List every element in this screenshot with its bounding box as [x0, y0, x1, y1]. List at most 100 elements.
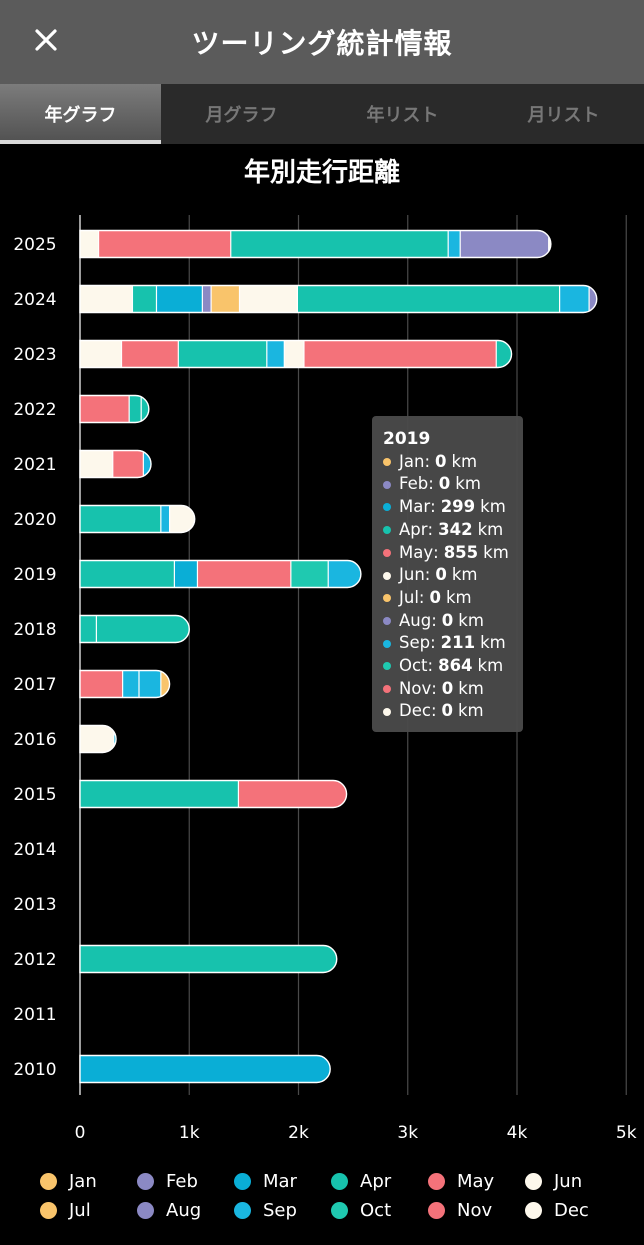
bar-segment-2019-may[interactable] — [197, 560, 292, 588]
bar-segment-2024-feb[interactable] — [589, 285, 597, 313]
bar-2018 — [80, 615, 190, 643]
bar-segment-2012-apr[interactable] — [80, 945, 337, 973]
bar-outline — [79, 284, 598, 314]
legend-dot-icon — [525, 1201, 542, 1219]
series-dot-icon — [383, 707, 391, 716]
bar-segment-2024-feb[interactable] — [202, 285, 212, 313]
tooltip-unit: km — [483, 542, 509, 562]
bar-segment-2023-jun[interactable] — [80, 340, 123, 368]
bar-segment-2021-may[interactable] — [112, 450, 144, 478]
legend-item-feb[interactable]: Feb — [137, 1170, 234, 1192]
bar-segment-2023-jun[interactable] — [284, 340, 305, 368]
bar-segment-2021-sep[interactable] — [143, 450, 152, 478]
tooltip-month: Jun — [399, 565, 425, 585]
tab-month-list[interactable]: 月リスト — [527, 105, 600, 126]
bar-segment-2025-apr[interactable] — [230, 230, 449, 258]
tooltip-month: Feb — [399, 474, 429, 494]
bar-segment-2024-sep[interactable] — [559, 285, 590, 313]
tab-year-graph[interactable]: 年グラフ — [0, 84, 161, 144]
bar-outline — [79, 229, 552, 259]
bar-segment-2015-may[interactable] — [238, 780, 347, 808]
bar-segment-2017-jul[interactable] — [160, 670, 170, 698]
legend-item-nov[interactable]: Nov — [428, 1199, 525, 1221]
x-tick-label: 5k — [616, 1123, 637, 1143]
bar-segment-2025-sep[interactable] — [448, 230, 461, 258]
legend: Jan Feb Mar Apr May Jun Jul Aug Sep Oct Nov Dec — [40, 1170, 630, 1221]
series-dot-icon — [383, 458, 391, 467]
tooltip-row: Jan:0 km — [383, 451, 523, 474]
bar-segment-2017-may[interactable] — [80, 670, 124, 698]
legend-item-jun[interactable]: Jun — [525, 1170, 622, 1192]
bar-segment-2024-mar[interactable] — [156, 285, 203, 313]
tab-month-graph[interactable]: 月グラフ — [205, 105, 278, 126]
bar-outline — [79, 559, 362, 589]
legend-dot-icon — [331, 1201, 348, 1219]
legend-item-aug[interactable]: Aug — [137, 1199, 234, 1221]
tooltip-value: 0 — [441, 610, 454, 630]
bar-segment-2023-may[interactable] — [303, 340, 497, 368]
tooltip-row: Oct:864 km — [383, 655, 523, 678]
close-button[interactable] — [28, 22, 64, 58]
x-tick-label: 3k — [397, 1123, 418, 1143]
legend-item-apr[interactable]: Apr — [331, 1170, 428, 1192]
bar-segment-2019-sep[interactable] — [328, 560, 361, 588]
bar-2024 — [80, 285, 597, 313]
legend-dot-icon — [137, 1172, 154, 1190]
bar-segment-2018-apr[interactable] — [96, 615, 190, 643]
bar-segment-2016-jun[interactable] — [80, 725, 115, 753]
bar-2019 — [80, 560, 361, 588]
bar-segment-2025-jun[interactable] — [548, 230, 552, 258]
legend-item-may[interactable]: May — [428, 1170, 525, 1192]
bar-segment-2022-apr[interactable] — [141, 395, 149, 423]
legend-item-mar[interactable]: Mar — [234, 1170, 331, 1192]
bar-segment-2017-sep[interactable] — [138, 670, 162, 698]
legend-item-jul[interactable]: Jul — [40, 1199, 137, 1221]
bar-segment-2018-apr[interactable] — [80, 615, 97, 643]
bar-segment-2020-sep[interactable] — [160, 505, 171, 533]
tab-year-list[interactable]: 年リスト — [366, 105, 439, 126]
bar-segment-2025-jun[interactable] — [80, 230, 100, 258]
legend-item-sep[interactable]: Sep — [234, 1199, 331, 1221]
bar-segment-2022-may[interactable] — [80, 395, 130, 423]
tooltip-unit: km — [451, 565, 478, 585]
bar-segment-2016-mar[interactable] — [113, 725, 117, 753]
bar-segment-2023-sep[interactable] — [266, 340, 285, 368]
legend-item-jan[interactable]: Jan — [40, 1170, 137, 1192]
bar-2020 — [80, 505, 195, 533]
legend-item-oct[interactable]: Oct — [331, 1199, 428, 1221]
bar-segment-2024-jun[interactable] — [239, 285, 299, 313]
legend-item-dec[interactable]: Dec — [525, 1199, 622, 1221]
tooltip-value: 0 — [429, 587, 441, 607]
bar-segment-2022-apr[interactable] — [129, 395, 142, 423]
bar-segment-2023-apr[interactable] — [178, 340, 268, 368]
legend-dot-icon — [428, 1201, 445, 1219]
bar-segment-2024-jul[interactable] — [211, 285, 241, 313]
tooltip-unit: km — [458, 678, 484, 698]
tooltip-unit: km — [477, 519, 504, 539]
bar-segment-2025-feb[interactable] — [460, 230, 550, 258]
bar-segment-2020-apr[interactable] — [80, 505, 162, 533]
bar-segment-2023-may[interactable] — [121, 340, 179, 368]
y-tick-label: 2017 — [13, 675, 56, 695]
series-dot-icon — [383, 594, 391, 603]
legend-label: Jul — [69, 1199, 91, 1221]
y-tick-label: 2018 — [13, 620, 56, 640]
bar-segment-2021-jun[interactable] — [80, 450, 114, 478]
chart-title: 年別走行距離 — [243, 158, 400, 188]
tooltip-value: 342 — [438, 519, 473, 539]
bar-segment-2024-apr[interactable] — [297, 285, 561, 313]
bar-segment-2019-apr[interactable] — [80, 560, 175, 588]
bar-segment-2024-apr[interactable] — [132, 285, 158, 313]
bar-segment-2023-apr[interactable] — [496, 340, 512, 368]
bar-segment-2024-jun[interactable] — [80, 285, 134, 313]
bar-segment-2017-sep[interactable] — [122, 670, 140, 698]
bar-segment-2015-apr[interactable] — [80, 780, 240, 808]
y-tick-label: 2021 — [13, 455, 56, 475]
bar-segment-2019-oct[interactable] — [290, 560, 329, 588]
y-tick-label: 2025 — [13, 235, 56, 255]
bar-segment-2010-mar[interactable] — [80, 1055, 331, 1083]
bar-segment-2019-mar[interactable] — [174, 560, 199, 588]
bar-segment-2025-may[interactable] — [98, 230, 232, 258]
tooltip-value: 0 — [435, 451, 447, 471]
legend-label: Oct — [360, 1199, 392, 1221]
